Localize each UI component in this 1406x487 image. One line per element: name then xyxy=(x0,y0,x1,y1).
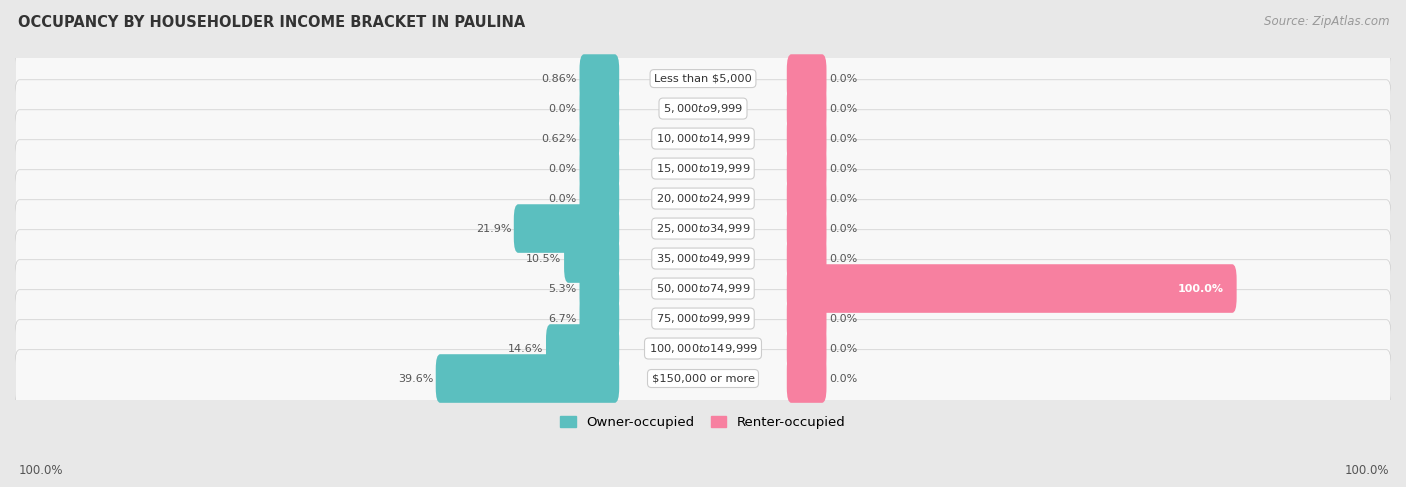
FancyBboxPatch shape xyxy=(579,264,619,313)
Text: 0.0%: 0.0% xyxy=(830,193,858,204)
FancyBboxPatch shape xyxy=(787,294,827,343)
FancyBboxPatch shape xyxy=(579,294,619,343)
Text: Less than $5,000: Less than $5,000 xyxy=(654,74,752,84)
FancyBboxPatch shape xyxy=(787,204,827,253)
Text: $150,000 or more: $150,000 or more xyxy=(651,374,755,384)
FancyBboxPatch shape xyxy=(787,234,827,283)
FancyBboxPatch shape xyxy=(579,84,619,133)
FancyBboxPatch shape xyxy=(787,324,827,373)
Legend: Owner-occupied, Renter-occupied: Owner-occupied, Renter-occupied xyxy=(555,411,851,434)
Text: 10.5%: 10.5% xyxy=(526,254,561,263)
FancyBboxPatch shape xyxy=(15,50,1391,107)
Text: OCCUPANCY BY HOUSEHOLDER INCOME BRACKET IN PAULINA: OCCUPANCY BY HOUSEHOLDER INCOME BRACKET … xyxy=(18,15,526,30)
Text: 0.0%: 0.0% xyxy=(830,314,858,323)
Text: 0.0%: 0.0% xyxy=(830,224,858,234)
Text: $35,000 to $49,999: $35,000 to $49,999 xyxy=(655,252,751,265)
FancyBboxPatch shape xyxy=(15,230,1391,287)
Text: $10,000 to $14,999: $10,000 to $14,999 xyxy=(655,132,751,145)
Text: 21.9%: 21.9% xyxy=(475,224,512,234)
Text: 0.0%: 0.0% xyxy=(830,343,858,354)
FancyBboxPatch shape xyxy=(15,170,1391,227)
FancyBboxPatch shape xyxy=(579,144,619,193)
Text: 6.7%: 6.7% xyxy=(548,314,576,323)
FancyBboxPatch shape xyxy=(513,204,619,253)
Text: 0.0%: 0.0% xyxy=(548,164,576,173)
Text: 0.0%: 0.0% xyxy=(830,133,858,144)
Text: 0.0%: 0.0% xyxy=(830,374,858,384)
Text: $75,000 to $99,999: $75,000 to $99,999 xyxy=(655,312,751,325)
Text: $20,000 to $24,999: $20,000 to $24,999 xyxy=(655,192,751,205)
FancyBboxPatch shape xyxy=(787,84,827,133)
FancyBboxPatch shape xyxy=(15,110,1391,168)
Text: 0.0%: 0.0% xyxy=(548,193,576,204)
Text: $5,000 to $9,999: $5,000 to $9,999 xyxy=(664,102,742,115)
Text: Source: ZipAtlas.com: Source: ZipAtlas.com xyxy=(1264,15,1389,28)
FancyBboxPatch shape xyxy=(579,54,619,103)
Text: 0.0%: 0.0% xyxy=(548,104,576,113)
Text: 0.0%: 0.0% xyxy=(830,254,858,263)
Text: 0.86%: 0.86% xyxy=(541,74,576,84)
FancyBboxPatch shape xyxy=(436,354,619,403)
FancyBboxPatch shape xyxy=(787,264,1237,313)
FancyBboxPatch shape xyxy=(579,114,619,163)
FancyBboxPatch shape xyxy=(15,200,1391,257)
FancyBboxPatch shape xyxy=(579,174,619,223)
Text: 100.0%: 100.0% xyxy=(18,464,63,477)
Text: 14.6%: 14.6% xyxy=(508,343,543,354)
FancyBboxPatch shape xyxy=(787,114,827,163)
FancyBboxPatch shape xyxy=(787,174,827,223)
Text: $100,000 to $149,999: $100,000 to $149,999 xyxy=(648,342,758,355)
FancyBboxPatch shape xyxy=(15,140,1391,197)
Text: 39.6%: 39.6% xyxy=(398,374,433,384)
FancyBboxPatch shape xyxy=(15,290,1391,347)
FancyBboxPatch shape xyxy=(15,320,1391,377)
FancyBboxPatch shape xyxy=(15,80,1391,137)
Text: 0.0%: 0.0% xyxy=(830,104,858,113)
FancyBboxPatch shape xyxy=(15,350,1391,407)
Text: 100.0%: 100.0% xyxy=(1344,464,1389,477)
Text: $50,000 to $74,999: $50,000 to $74,999 xyxy=(655,282,751,295)
Text: $15,000 to $19,999: $15,000 to $19,999 xyxy=(655,162,751,175)
FancyBboxPatch shape xyxy=(787,54,827,103)
FancyBboxPatch shape xyxy=(546,324,619,373)
Text: $25,000 to $34,999: $25,000 to $34,999 xyxy=(655,222,751,235)
Text: 5.3%: 5.3% xyxy=(548,283,576,294)
FancyBboxPatch shape xyxy=(787,144,827,193)
Text: 0.0%: 0.0% xyxy=(830,164,858,173)
Text: 100.0%: 100.0% xyxy=(1177,283,1223,294)
Text: 0.0%: 0.0% xyxy=(830,74,858,84)
FancyBboxPatch shape xyxy=(15,260,1391,318)
FancyBboxPatch shape xyxy=(564,234,619,283)
FancyBboxPatch shape xyxy=(787,354,827,403)
Text: 0.62%: 0.62% xyxy=(541,133,576,144)
